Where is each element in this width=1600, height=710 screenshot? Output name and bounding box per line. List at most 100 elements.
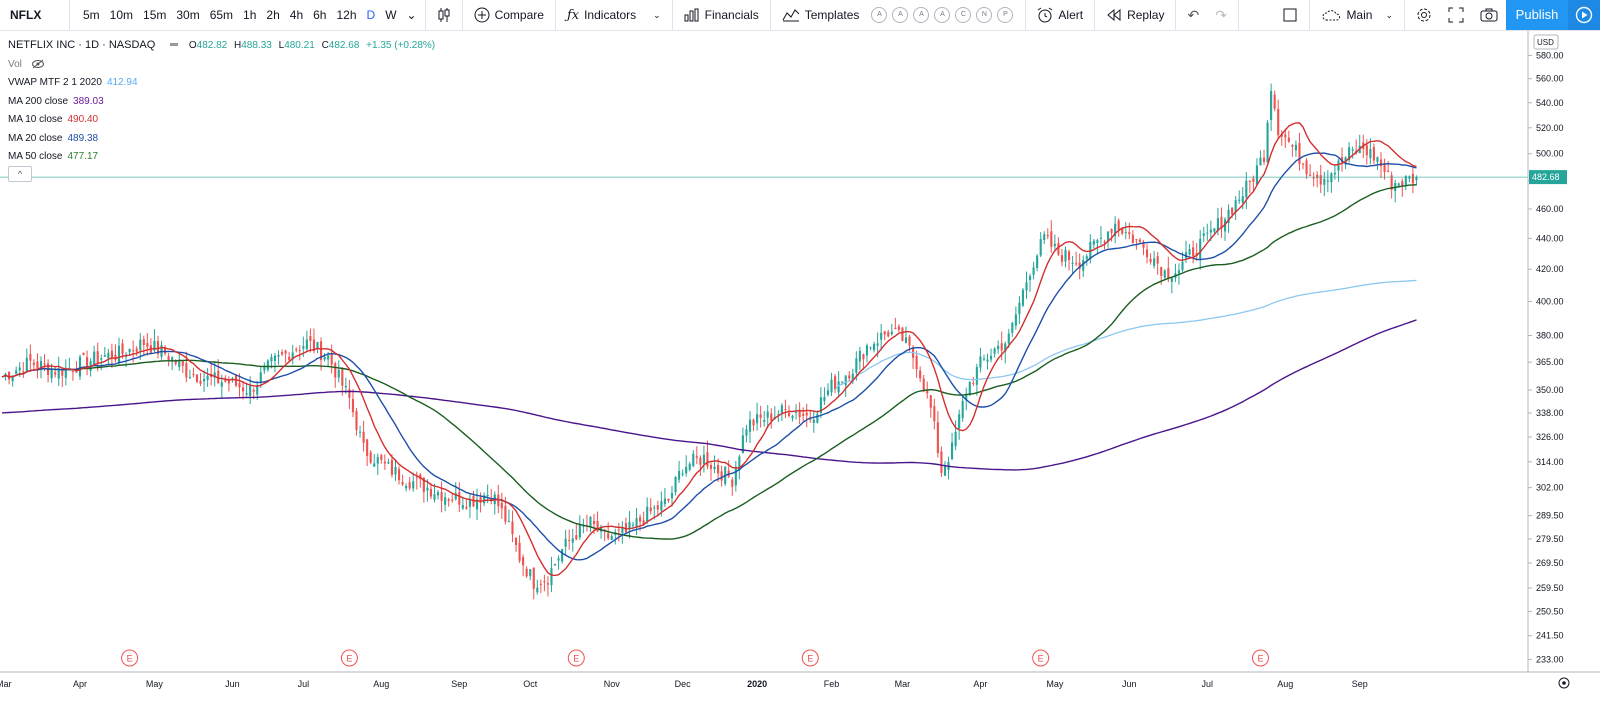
candle-body <box>369 452 372 463</box>
divider <box>1025 0 1027 30</box>
template-shortcut[interactable]: A <box>913 7 930 23</box>
candle-body <box>64 367 67 378</box>
candle-body <box>660 501 663 511</box>
interval-5m[interactable]: 5m <box>83 8 100 22</box>
camera-icon <box>1480 8 1498 22</box>
candle-body <box>309 336 312 341</box>
interval-6h[interactable]: 6h <box>313 8 327 22</box>
candle-body <box>1231 207 1234 215</box>
symbol-search[interactable]: NFLX <box>0 0 70 30</box>
candle-body <box>298 350 301 352</box>
interval-4h[interactable]: 4h <box>289 8 304 22</box>
fullscreen-button[interactable] <box>1440 0 1472 30</box>
interval-D[interactable]: D <box>366 8 376 22</box>
interval-15m[interactable]: 15m <box>143 8 167 22</box>
candle-body <box>989 355 993 360</box>
earnings-marker-label: E <box>807 654 813 664</box>
time-tick-label: Jun <box>1122 679 1137 689</box>
candle-body <box>397 469 401 481</box>
candle-body <box>142 339 145 345</box>
undo-button[interactable]: ↶ <box>1179 0 1207 30</box>
candle-body <box>167 356 170 361</box>
time-tick-label: Nov <box>604 679 621 689</box>
candle-body <box>869 347 872 349</box>
candle-body <box>848 375 851 379</box>
candle-body <box>234 375 238 386</box>
template-shortcut[interactable]: A <box>871 7 888 23</box>
candle-body <box>387 462 390 464</box>
candle-body <box>809 417 812 420</box>
candle-body <box>451 499 454 501</box>
candle-body <box>1401 181 1404 187</box>
interval-2h[interactable]: 2h <box>266 8 280 22</box>
study-legend-row[interactable]: MA 20 close 489.38 <box>8 130 435 149</box>
template-shortcut[interactable]: N <box>976 7 993 23</box>
divider <box>1237 0 1239 30</box>
study-legend-row[interactable]: MA 200 close 389.03 <box>8 93 435 112</box>
financials-button[interactable]: Financials <box>676 0 767 30</box>
interval-1h[interactable]: 1h <box>243 8 257 22</box>
interval-12h[interactable]: 12h <box>336 8 357 22</box>
price-axis[interactable]: 580.00560.00540.00520.00500.00480.00460.… <box>1527 31 1567 672</box>
time-tick-label: Oct <box>523 679 538 689</box>
study-legend-row[interactable]: MA 50 close 477.17 <box>8 148 435 167</box>
template-shortcut[interactable]: C <box>955 7 972 23</box>
interval-10m[interactable]: 10m <box>109 8 134 22</box>
layout-label: Main <box>1346 8 1373 22</box>
compare-button[interactable]: Compare <box>466 0 552 30</box>
alert-button[interactable]: Alert <box>1029 0 1091 30</box>
candle-body <box>841 381 844 383</box>
candle-body <box>1206 232 1209 234</box>
price-tick-label: 279.50 <box>1536 534 1564 544</box>
interval-65m[interactable]: 65m <box>209 8 234 22</box>
time-axis[interactable]: Mar Apr May Jun Jul Aug Sep Oct Nov Dec 2020 Feb Mar… <box>0 671 1600 710</box>
candle-body <box>770 413 773 422</box>
candle-body <box>943 466 947 476</box>
study-legend-row[interactable]: MA 10 close 490.40 <box>8 111 435 130</box>
redo-button[interactable]: ↷ <box>1207 0 1235 30</box>
candle-body <box>1316 174 1319 179</box>
price-chart[interactable]: E E E E E E 580.00 560.00 540.00 520.00 500.00 480… <box>0 31 1600 710</box>
candle-body <box>444 497 447 505</box>
candle-body <box>887 331 890 337</box>
indicators-button[interactable]: ƒx Indicators ⌄ <box>559 0 669 30</box>
settings-button[interactable] <box>1408 0 1440 30</box>
replay-button[interactable]: Replay <box>1098 0 1172 30</box>
price-tick-label: 580.00 <box>1536 50 1564 60</box>
candle-body <box>759 414 762 418</box>
template-shortcut[interactable]: A <box>934 7 951 23</box>
template-shortcut[interactable]: A <box>892 7 909 23</box>
legend-dot <box>170 42 179 46</box>
snapshot-button[interactable] <box>1472 0 1506 30</box>
templates-button[interactable]: Templates <box>774 0 868 30</box>
interval-30m[interactable]: 30m <box>176 8 200 22</box>
study-label: MA 200 close <box>8 95 69 107</box>
divider <box>1094 0 1096 30</box>
interval-W[interactable]: W <box>385 8 397 22</box>
fullscreen-toggle-button[interactable] <box>1274 0 1306 30</box>
eye-hidden-icon[interactable] <box>31 59 45 69</box>
candle-body <box>344 386 347 388</box>
candle-body <box>1078 262 1081 269</box>
chevron-down-icon[interactable]: ⌄ <box>406 8 417 22</box>
candle-body <box>1248 180 1251 182</box>
templates-label: Templates <box>804 8 860 22</box>
candle-body <box>1383 163 1386 172</box>
layout-button[interactable]: Main ⌄ <box>1313 0 1401 30</box>
candle-body <box>1192 247 1195 257</box>
price-tick-label: 460.00 <box>1536 204 1564 214</box>
publish-video-button[interactable] <box>1568 0 1600 30</box>
template-shortcut[interactable]: P <box>997 7 1014 23</box>
study-legend-row[interactable]: VWAP MTF 2 1 2020 412.94 <box>8 74 435 93</box>
candle-body <box>312 339 316 352</box>
price-tick-label: 380.00 <box>1536 330 1564 340</box>
candle-body <box>1227 209 1230 223</box>
bar-style-button[interactable] <box>429 0 459 30</box>
candle-body <box>195 374 199 382</box>
publish-button[interactable]: Publish <box>1506 0 1568 30</box>
collapse-legend-button[interactable]: ^ <box>8 166 32 182</box>
candle-body <box>96 351 99 364</box>
candle-body <box>1124 232 1127 234</box>
candle-body <box>649 507 652 512</box>
candle-body <box>550 568 553 586</box>
